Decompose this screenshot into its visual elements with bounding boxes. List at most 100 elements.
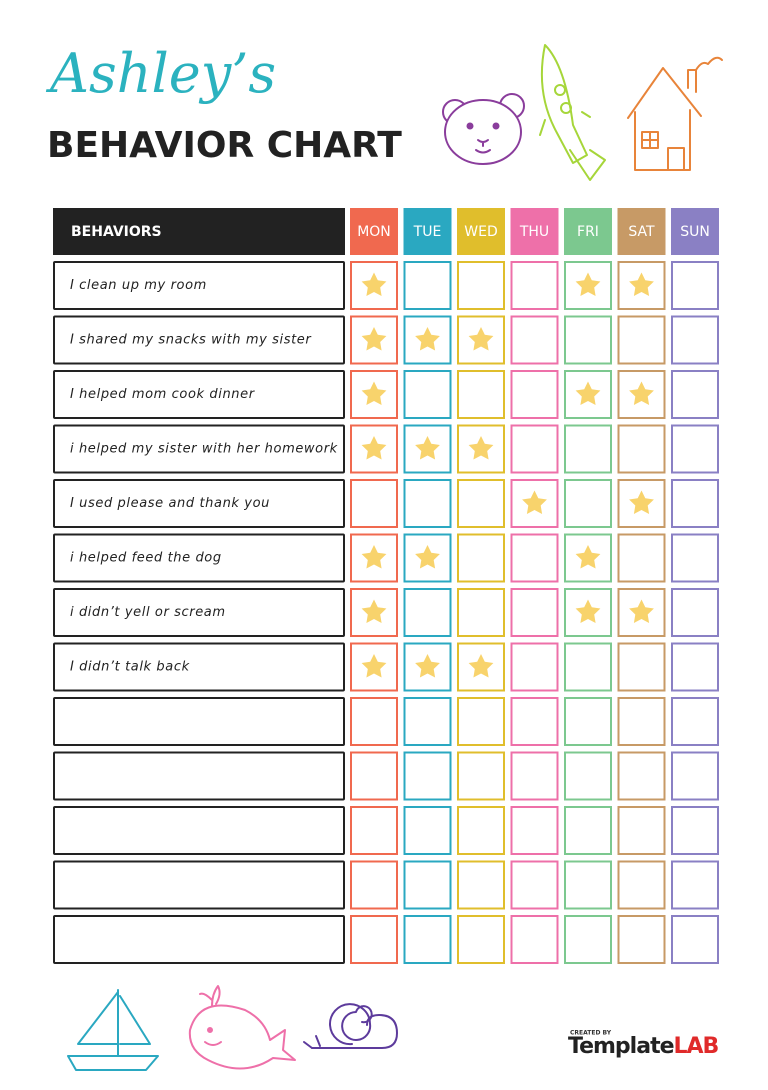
day-cell (350, 697, 398, 746)
day-label: SUN (680, 224, 710, 240)
day-cell (671, 751, 719, 801)
day-header (457, 208, 505, 255)
house-doodle (627, 56, 723, 171)
day-cell (671, 533, 719, 583)
day-header (671, 208, 719, 255)
day-label: WED (464, 224, 497, 240)
day-cell (510, 315, 559, 365)
behavior-label: I helped mom cook dinner (70, 387, 256, 402)
star (361, 272, 387, 296)
behavior-label: I used please and thank you (70, 496, 270, 511)
day-label: TUE (413, 224, 442, 240)
star (415, 654, 440, 678)
day-label: THU (519, 224, 549, 240)
day-cell (671, 697, 719, 746)
day-cell (457, 860, 505, 910)
day-cell (403, 588, 452, 637)
table: BEHAVIORS MON TUE WED THU FRI SAT SUN I clean up… (53, 208, 719, 964)
behavior-cell (53, 479, 345, 528)
day-cell (564, 915, 612, 964)
day-label: FRI (577, 224, 599, 240)
behavior-cell (53, 370, 345, 419)
day-cell (510, 479, 559, 528)
star (575, 381, 601, 405)
day-cell (457, 370, 505, 419)
behavior-cell (53, 915, 345, 964)
day-cell (510, 806, 559, 855)
day-cell (617, 751, 666, 801)
day-cell (403, 261, 452, 310)
star (468, 654, 494, 678)
day-cell (510, 588, 559, 637)
day-cell (564, 860, 612, 910)
star (575, 599, 601, 623)
subtitle: BEHAVIOR CHART (47, 125, 402, 166)
day-cell (350, 479, 398, 528)
day-cell (510, 697, 559, 746)
header-cell (53, 208, 345, 255)
day-cell (617, 915, 666, 964)
day-cell (403, 915, 452, 964)
bear-doodle (442, 93, 525, 165)
day-cell (617, 533, 666, 583)
behavior-cell (53, 588, 345, 637)
day-cell (617, 424, 666, 474)
behavior-cell (53, 860, 345, 910)
star (361, 327, 387, 351)
behavior-cell (53, 533, 345, 583)
day-cell (510, 751, 559, 801)
day-cell (403, 806, 452, 855)
day-cell (350, 751, 398, 801)
day-cell (671, 806, 719, 855)
day-label: MON (357, 224, 391, 240)
star (361, 381, 387, 405)
day-cell (510, 860, 559, 910)
day-cell (671, 424, 719, 474)
header-label: BEHAVIORS (71, 224, 162, 240)
day-header (350, 208, 398, 255)
day-cell (403, 697, 452, 746)
day-cell (564, 806, 612, 855)
behavior-cell (53, 261, 345, 310)
day-cell (510, 915, 559, 964)
day-cell (510, 370, 559, 419)
behavior-label: i helped my sister with her homework (70, 442, 338, 457)
day-cell (671, 915, 719, 964)
behavior-cell (53, 642, 345, 692)
day-cell (564, 751, 612, 801)
day-cell (617, 806, 666, 855)
behavior-label: i helped feed the dog (70, 551, 222, 566)
day-cell (564, 424, 612, 474)
day-cell (403, 533, 452, 583)
day-header (564, 208, 612, 255)
star (468, 327, 494, 351)
day-cell (350, 806, 398, 855)
day-cell (403, 370, 452, 419)
day-cell (403, 751, 452, 801)
day-cell (510, 424, 559, 474)
star (522, 490, 547, 514)
snail-doodle (303, 1003, 398, 1049)
day-cell (617, 697, 666, 746)
day-cell (564, 479, 612, 528)
brand: TemplateLAB (568, 1034, 719, 1059)
behavior-cell (53, 697, 345, 746)
day-cell (671, 370, 719, 419)
day-header (617, 208, 666, 255)
title: Ashley’s (45, 42, 276, 105)
day-cell (564, 642, 612, 692)
behavior-cell (53, 806, 345, 855)
day-cell (564, 315, 612, 365)
day-cell (671, 642, 719, 692)
rocket-doodle (539, 44, 606, 181)
star (575, 272, 601, 296)
behavior-cell (53, 751, 345, 801)
day-cell (457, 751, 505, 801)
star (361, 545, 387, 569)
brand-lab: LAB (674, 1034, 719, 1059)
star (415, 436, 440, 460)
star (361, 654, 387, 678)
day-cell (350, 860, 398, 910)
day-cell (457, 915, 505, 964)
